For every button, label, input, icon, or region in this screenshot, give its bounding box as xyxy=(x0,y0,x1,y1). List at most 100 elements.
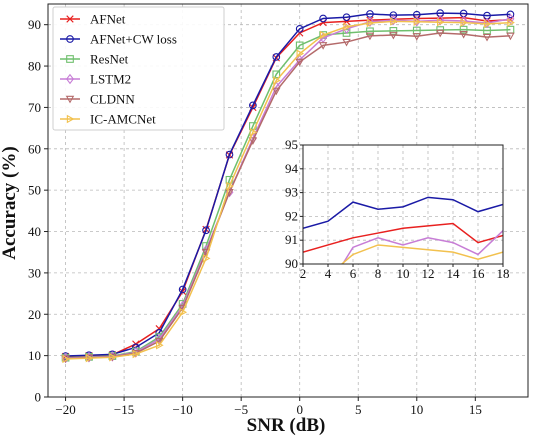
series-line xyxy=(65,32,511,360)
data-point xyxy=(389,11,398,20)
inset-series-line xyxy=(303,196,503,230)
data-point xyxy=(459,25,468,34)
data-point xyxy=(460,18,469,27)
data-point xyxy=(178,285,187,294)
data-point xyxy=(437,17,445,27)
legend-item: CLDNN xyxy=(60,92,135,107)
inset-series-line xyxy=(303,222,503,253)
inset-background xyxy=(303,145,503,264)
inset-y-tick-label: 91 xyxy=(285,232,298,247)
x-tick-label: −20 xyxy=(55,402,75,417)
data-point xyxy=(295,41,304,50)
legend-item: LSTM2 xyxy=(60,72,131,87)
inset-series-lstm2 xyxy=(341,230,503,264)
data-point xyxy=(319,30,328,40)
x-tick-label: −15 xyxy=(114,402,134,417)
inset-series-line xyxy=(303,312,503,383)
inset-series-line xyxy=(340,244,503,264)
legend-label: AFNet+CW loss xyxy=(90,32,177,47)
legend-marker xyxy=(66,73,74,85)
x-tick-label: −10 xyxy=(172,402,192,417)
data-point xyxy=(412,33,422,41)
inset-series-afnet-cw-loss xyxy=(303,196,503,230)
inset-x-tick-label: 4 xyxy=(325,266,332,281)
data-point xyxy=(202,254,211,263)
y-tick-label: 10 xyxy=(28,348,41,363)
plot-frame xyxy=(47,3,529,398)
legend-marker xyxy=(66,114,75,124)
legend: AFNet AFNet+CW loss ResNet LSTM2 CLDNN IC-AMC… xyxy=(52,6,225,131)
data-point xyxy=(342,13,351,22)
data-point xyxy=(156,341,164,350)
inset-x-tick-label: 12 xyxy=(422,266,435,281)
legend-marker xyxy=(66,55,74,63)
main-series xyxy=(61,9,515,364)
inset-x-tick-label: 8 xyxy=(375,266,382,281)
series-line xyxy=(65,12,511,357)
data-point xyxy=(390,17,398,26)
inset-x-tick-label: 2 xyxy=(300,266,307,281)
data-point xyxy=(342,29,351,37)
data-point xyxy=(248,137,258,145)
y-tick-label: 60 xyxy=(28,141,41,156)
inset-series xyxy=(303,196,503,383)
inset-axes: 2 4 6 8 10 12 14 16 18 90 91 92 93 94 95 xyxy=(285,137,510,281)
data-point xyxy=(249,101,257,110)
data-point xyxy=(249,128,258,137)
data-point xyxy=(62,354,70,364)
inset-zoom: 2 4 6 8 10 12 14 16 18 90 91 92 93 94 95 xyxy=(285,137,510,383)
y-tick-label: 20 xyxy=(28,307,41,322)
x-axis-title: SNR (dB) xyxy=(247,415,326,436)
legend-marker xyxy=(66,35,74,43)
inset-series-resnet xyxy=(303,293,503,324)
data-point xyxy=(272,70,281,79)
data-point xyxy=(319,14,327,23)
inset-x-tick-label: 6 xyxy=(350,266,357,281)
inset-x-tick-label: 10 xyxy=(397,266,410,281)
legend-label: ResNet xyxy=(90,52,129,67)
data-point xyxy=(483,19,492,29)
series-line xyxy=(65,16,511,358)
legend-item: AFNet xyxy=(60,12,126,27)
legend-label: LSTM2 xyxy=(90,72,131,87)
data-point xyxy=(295,58,304,67)
y-axis-title: Accuracy (%) xyxy=(0,146,20,259)
inset-series-line xyxy=(303,293,503,324)
inset-y-tick-label: 95 xyxy=(285,137,298,152)
data-point xyxy=(506,32,515,41)
main-axes: −20 −15 −10 −5 0 5 10 15 0 10 20 30 40 50 60 70 80 90 xyxy=(28,3,529,417)
x-tick-label: 0 xyxy=(296,402,303,417)
data-point xyxy=(318,42,328,50)
data-point xyxy=(109,353,117,362)
y-tick-label: 90 xyxy=(28,17,41,32)
legend-marker xyxy=(66,15,74,23)
data-point xyxy=(343,22,351,31)
inset-x-tick-label: 18 xyxy=(497,266,510,281)
x-tick-label: 15 xyxy=(469,402,482,417)
legend-label: CLDNN xyxy=(90,92,135,107)
data-point xyxy=(412,10,421,19)
data-point xyxy=(482,33,492,42)
data-point xyxy=(413,17,422,27)
data-point xyxy=(506,10,515,19)
inset-x-tick-label: 14 xyxy=(447,266,461,281)
inset-x-tick-label: 16 xyxy=(472,266,486,281)
legend-marker xyxy=(65,95,75,104)
data-point xyxy=(342,38,351,47)
series-line xyxy=(65,20,511,360)
x-tick-label: 5 xyxy=(355,402,362,417)
data-point xyxy=(295,24,304,33)
legend-item: IC-AMCNet xyxy=(60,112,156,127)
data-point xyxy=(272,53,281,61)
x-tick-label: 10 xyxy=(410,402,423,417)
series-ic-amcnet xyxy=(62,17,515,364)
inset-y-tick-label: 90 xyxy=(285,256,298,271)
data-point xyxy=(226,181,234,191)
inset-y-tick-label: 93 xyxy=(285,185,298,200)
data-point xyxy=(507,18,515,27)
legend-box xyxy=(52,6,225,131)
data-point xyxy=(296,49,305,58)
y-tick-label: 0 xyxy=(35,390,42,405)
data-point xyxy=(389,27,398,35)
